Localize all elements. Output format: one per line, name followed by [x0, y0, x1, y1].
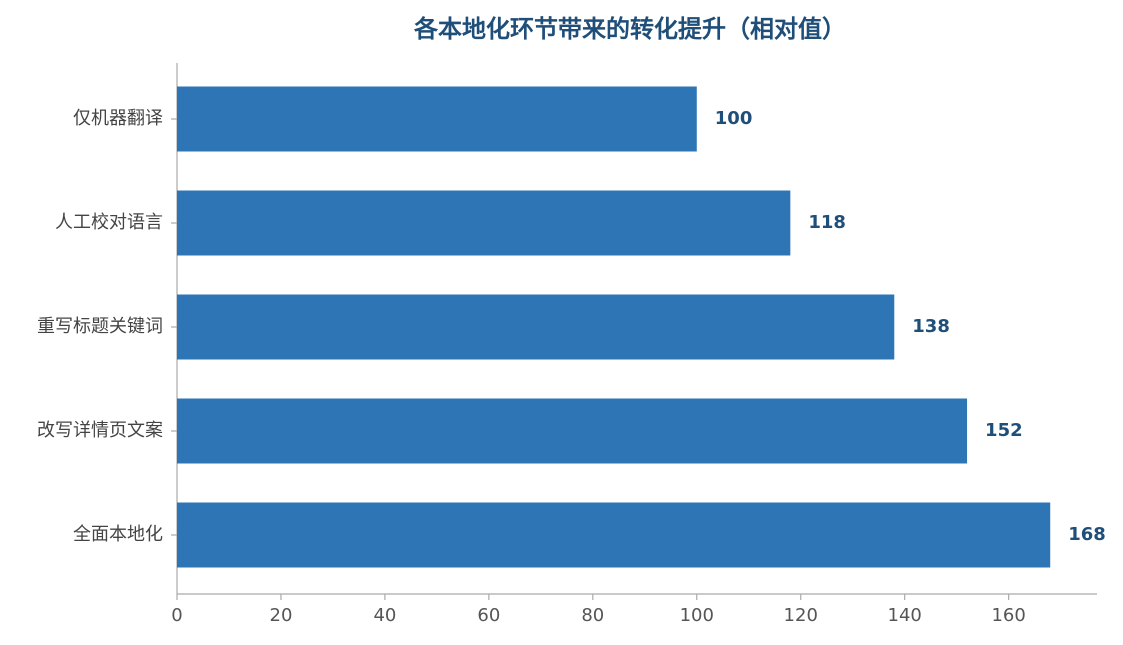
x-tick-label: 0 — [171, 605, 182, 626]
y-tick-label: 重写标题关键词 — [37, 316, 163, 337]
x-tick-label: 40 — [373, 605, 396, 626]
y-tick-label: 改写详情页文案 — [37, 420, 163, 441]
x-tick-label: 100 — [680, 605, 714, 626]
y-tick-label: 仅机器翻译 — [73, 108, 163, 129]
x-tick-label: 20 — [270, 605, 293, 626]
value-label: 168 — [1068, 524, 1106, 545]
value-label: 100 — [715, 108, 753, 129]
x-tick-label: 160 — [991, 605, 1025, 626]
value-label: 138 — [912, 316, 950, 337]
bar — [177, 86, 697, 152]
bar — [177, 398, 968, 464]
chart-title: 各本地化环节带来的转化提升（相对值） — [413, 15, 846, 43]
x-tick-label: 80 — [581, 605, 604, 626]
bar — [177, 190, 791, 256]
bar — [177, 294, 895, 360]
value-label: 152 — [985, 420, 1023, 441]
value-label: 118 — [808, 212, 846, 233]
y-tick-label: 全面本地化 — [73, 524, 163, 545]
x-tick-label: 140 — [888, 605, 922, 626]
x-tick-label: 120 — [784, 605, 818, 626]
y-tick-label: 人工校对语言 — [55, 212, 163, 233]
x-tick-label: 60 — [477, 605, 500, 626]
bar — [177, 502, 1051, 568]
